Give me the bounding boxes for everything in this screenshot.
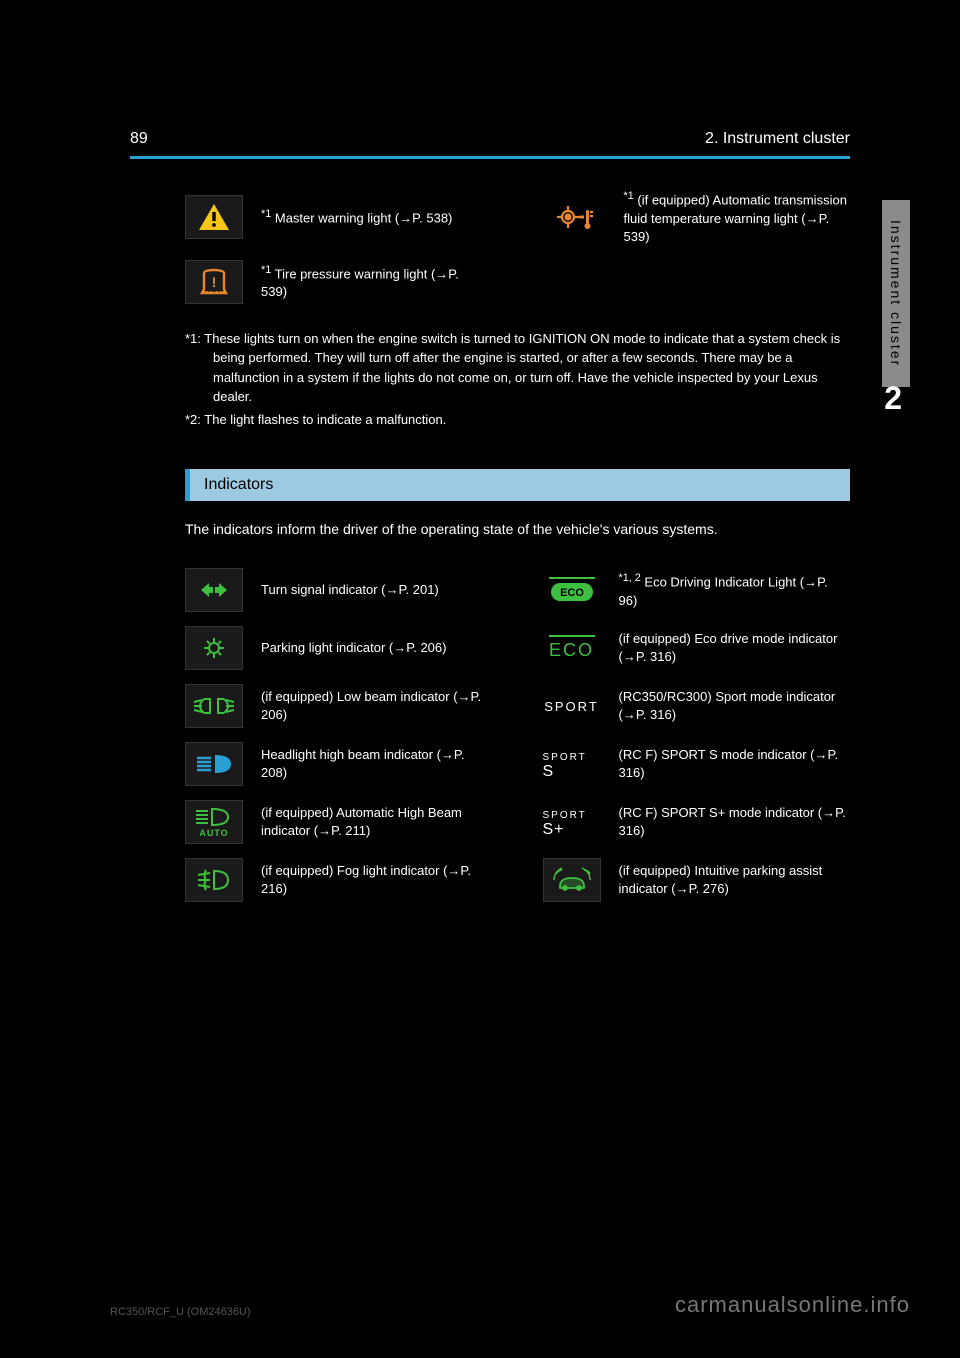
- high-beam-label: Headlight high beam indicator (→P. 208): [261, 746, 493, 782]
- sport-label: (RC350/RC300) Sport mode indicator (→P. …: [619, 688, 851, 724]
- indicator-parking-assist: (if equipped) Intuitive parking assist i…: [543, 858, 851, 902]
- footnote-2: *2: The light flashes to indicate a malf…: [185, 410, 850, 430]
- indicator-turn-signal: Turn signal indicator (→P. 201): [185, 568, 493, 612]
- footer-id: RC350/RCF_U (OM24636U): [110, 1306, 251, 1318]
- parking-light-icon: [185, 626, 243, 670]
- indicator-parking-light: Parking light indicator (→P. 206): [185, 626, 493, 670]
- sport-s-icon: SPORT S: [543, 742, 601, 786]
- indicator-eco-driving: ECO *1, 2 Eco Driving Indicator Light (→…: [543, 568, 851, 612]
- auto-high-beam-label: (if equipped) Automatic High Beam indica…: [261, 804, 493, 840]
- page-header: 89 2. Instrument cluster: [130, 130, 850, 159]
- fog-icon: [185, 858, 243, 902]
- warning-tire-pressure: ! *1 Tire pressure warning light (→P. 53…: [185, 260, 488, 304]
- turn-signal-label: Turn signal indicator (→P. 201): [261, 581, 439, 599]
- footnotes: *1: These lights turn on when the engine…: [185, 329, 850, 430]
- tire-pressure-icon: !: [185, 260, 243, 304]
- turn-signal-icon: [185, 568, 243, 612]
- indicators-heading: Indicators: [185, 469, 850, 501]
- warning-lights-group: *1 Master warning light (→P. 538): [185, 189, 850, 304]
- warning-atf-temp: *1 (if equipped) Automatic transmission …: [548, 189, 851, 246]
- warning-tire-label: *1 Tire pressure warning light (→P. 539): [261, 263, 488, 302]
- low-beam-icon: [185, 684, 243, 728]
- indicator-fog: (if equipped) Fog light indicator (→P. 2…: [185, 858, 493, 902]
- page-section: 2. Instrument cluster: [705, 130, 850, 148]
- sport-icon: SPORT: [543, 684, 601, 728]
- indicators-grid: Turn signal indicator (→P. 201) ECO *1, …: [185, 568, 850, 902]
- svg-text:AUTO: AUTO: [199, 828, 228, 838]
- side-number: 2: [884, 380, 902, 417]
- transmission-temp-icon: [548, 195, 606, 239]
- indicator-eco-mode: ECO (if equipped) Eco drive mode indicat…: [543, 626, 851, 670]
- master-warning-icon: [185, 195, 243, 239]
- parking-light-label: Parking light indicator (→P. 206): [261, 639, 446, 657]
- svg-text:!: !: [212, 274, 217, 290]
- high-beam-icon: [185, 742, 243, 786]
- indicator-sport-splus: SPORT S+ (RC F) SPORT S+ mode indicator …: [543, 800, 851, 844]
- low-beam-label: (if equipped) Low beam indicator (→P. 20…: [261, 688, 493, 724]
- warning-master: *1 Master warning light (→P. 538): [185, 189, 488, 246]
- svg-text:ECO: ECO: [560, 587, 584, 599]
- indicator-auto-high-beam: AUTO (if equipped) Automatic High Beam i…: [185, 800, 493, 844]
- indicator-low-beam: (if equipped) Low beam indicator (→P. 20…: [185, 684, 493, 728]
- indicator-sport: SPORT (RC350/RC300) Sport mode indicator…: [543, 684, 851, 728]
- sport-s-label: (RC F) SPORT S mode indicator (→P. 316): [619, 746, 851, 782]
- auto-high-beam-icon: AUTO: [185, 800, 243, 844]
- sport-splus-label: (RC F) SPORT S+ mode indicator (→P. 316): [619, 804, 851, 840]
- footnote-1: *1: These lights turn on when the engine…: [185, 329, 850, 407]
- indicator-sport-s: SPORT S (RC F) SPORT S mode indicator (→…: [543, 742, 851, 786]
- eco-mode-label: (if equipped) Eco drive mode indicator (…: [619, 630, 851, 666]
- fog-label: (if equipped) Fog light indicator (→P. 2…: [261, 862, 493, 898]
- warning-atf-label: *1 (if equipped) Automatic transmission …: [624, 189, 851, 246]
- eco-text-icon: ECO: [543, 626, 601, 670]
- warning-master-label: *1 Master warning light (→P. 538): [261, 207, 452, 228]
- side-tab: Instrument cluster: [882, 200, 910, 387]
- page-number: 89: [130, 130, 148, 148]
- indicators-intro: The indicators inform the driver of the …: [185, 519, 850, 540]
- eco-driving-label: *1, 2 Eco Driving Indicator Light (→P. 9…: [619, 571, 851, 610]
- indicator-high-beam: Headlight high beam indicator (→P. 208): [185, 742, 493, 786]
- sport-splus-icon: SPORT S+: [543, 800, 601, 844]
- eco-pill-icon: ECO: [543, 568, 601, 612]
- parking-assist-icon: [543, 858, 601, 902]
- footer-watermark: carmanualsonline.info: [675, 1292, 910, 1318]
- parking-assist-label: (if equipped) Intuitive parking assist i…: [619, 862, 851, 898]
